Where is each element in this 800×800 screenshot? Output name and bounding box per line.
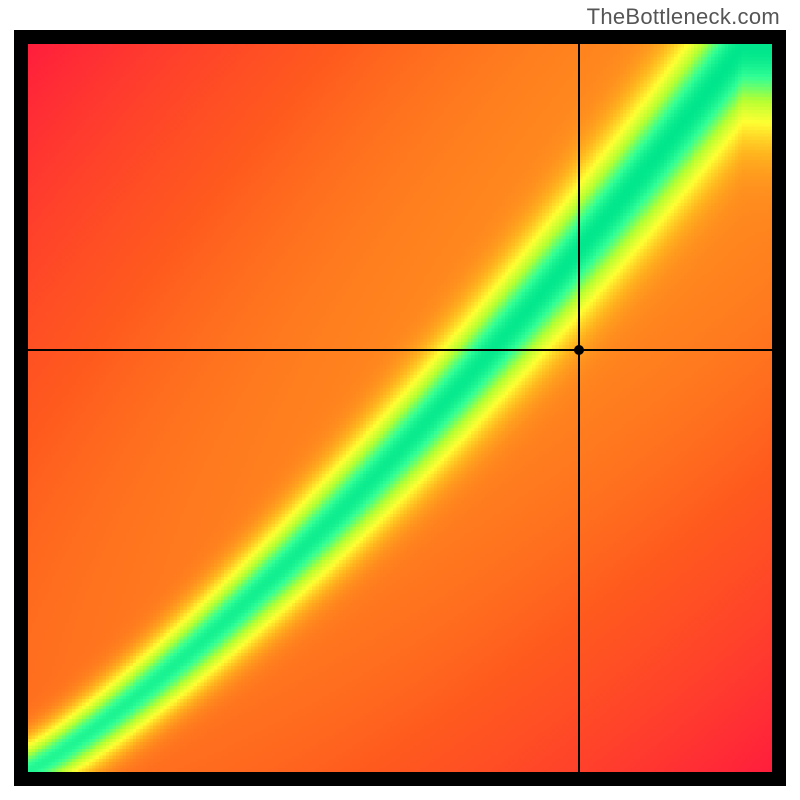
result-marker-dot xyxy=(574,345,584,355)
crosshair-horizontal xyxy=(28,349,772,351)
crosshair-vertical xyxy=(578,44,580,772)
chart-container: TheBottleneck.com xyxy=(0,0,800,800)
bottleneck-heatmap xyxy=(28,44,772,772)
watermark-text: TheBottleneck.com xyxy=(587,4,780,30)
